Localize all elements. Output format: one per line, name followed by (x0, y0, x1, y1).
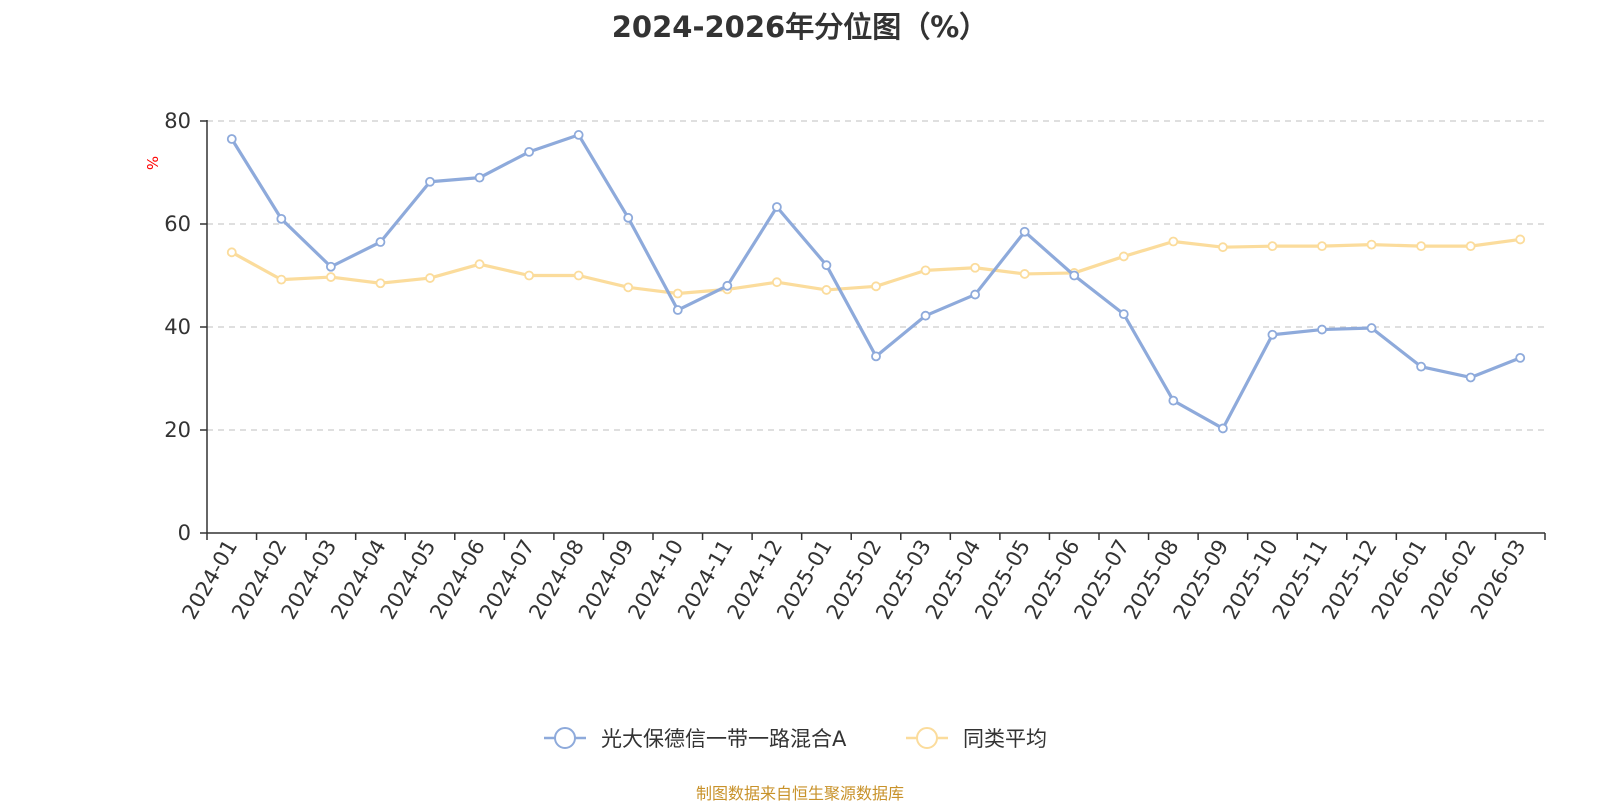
y-tick-label: 40 (164, 315, 191, 339)
data-point (623, 212, 634, 223)
series-2 (226, 234, 1526, 299)
data-point (1168, 236, 1179, 247)
series-1 (226, 130, 1526, 434)
data-point (1118, 309, 1129, 320)
data-point (375, 237, 386, 247)
source-note: 制图数据来自恒生聚源数据库 (695, 784, 904, 803)
data-point (474, 172, 485, 183)
data-point (1317, 241, 1327, 252)
legend-swatch-marker (554, 727, 576, 749)
data-point (1217, 423, 1228, 434)
data-point (425, 176, 435, 187)
data-point (1267, 241, 1278, 252)
chart-title: 2024-2026年分位图（%） (611, 10, 989, 44)
legend-swatch-marker (916, 727, 938, 749)
data-point (1366, 239, 1377, 250)
data-point (920, 265, 931, 276)
data-point (1118, 251, 1129, 262)
data-point (325, 272, 336, 282)
y-tick-label: 80 (164, 109, 191, 133)
data-point (1019, 269, 1030, 279)
data-point (771, 202, 782, 212)
data-point (1416, 361, 1427, 372)
data-point (821, 260, 832, 271)
data-point (425, 273, 435, 283)
y-axis-label: % (143, 156, 161, 170)
data-point (1217, 242, 1228, 253)
data-point (871, 281, 881, 292)
data-point (1168, 395, 1179, 406)
data-point (226, 247, 237, 258)
y-tick-label: 60 (164, 212, 191, 236)
legend-item-2[interactable]: 同类平均 (906, 727, 1047, 751)
data-point (1515, 234, 1526, 245)
data-point (672, 305, 683, 315)
y-tick-label: 20 (164, 418, 191, 442)
grid-lines (207, 120, 1545, 431)
data-point (672, 288, 683, 299)
data-point (1366, 323, 1377, 333)
data-point (524, 270, 535, 281)
data-point (1416, 241, 1427, 252)
data-point (276, 274, 287, 285)
legend[interactable]: 光大保德信一带一路混合A 同类平均 (544, 727, 1047, 751)
data-point (1515, 352, 1526, 363)
data-point (1069, 270, 1080, 281)
data-point (1465, 241, 1476, 252)
axes (200, 120, 1546, 540)
data-point (226, 134, 237, 144)
data-point (1267, 329, 1278, 340)
data-point (771, 277, 782, 288)
data-point (920, 310, 931, 321)
data-point (970, 289, 981, 300)
data-point (375, 278, 386, 289)
data-point (1317, 324, 1327, 335)
data-point (325, 261, 336, 272)
data-point (1019, 226, 1030, 237)
x-tick-labels: 2024-012024-022024-032024-042024-052024-… (177, 536, 1530, 624)
data-point (573, 270, 584, 281)
y-tick-label: 0 (178, 521, 191, 545)
legend-label: 光大保德信一带一路混合A (601, 727, 847, 751)
series-layer (226, 130, 1526, 434)
data-point (970, 262, 981, 273)
data-point (1465, 372, 1476, 383)
data-point (474, 259, 485, 270)
y-tick-labels: 0 20 40 60 80 (164, 109, 191, 545)
data-point (821, 285, 832, 295)
legend-item-1[interactable]: 光大保德信一带一路混合A (544, 727, 847, 751)
data-point (623, 282, 634, 293)
data-point (722, 280, 733, 291)
data-point (276, 213, 287, 224)
data-point (871, 351, 881, 362)
data-point (573, 130, 584, 140)
data-point (524, 146, 535, 157)
legend-label: 同类平均 (963, 727, 1047, 751)
